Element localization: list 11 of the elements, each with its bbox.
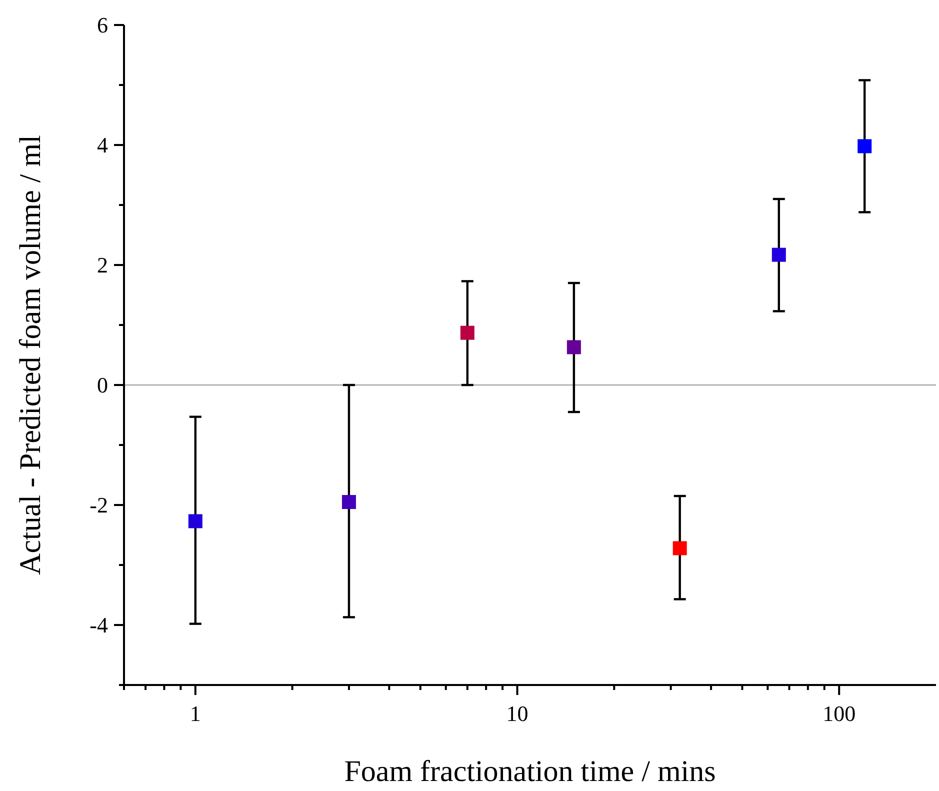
y-tick-label: 4	[97, 132, 108, 158]
x-tick-label: 100	[822, 701, 856, 726]
y-tick-label: 6	[97, 12, 108, 38]
y-tick-label: -4	[90, 612, 108, 638]
x-tick-label: 1	[190, 701, 201, 726]
y-tick-label: 0	[97, 372, 108, 398]
y-tick-label: -2	[90, 492, 108, 518]
y-tick-label: 2	[97, 252, 108, 278]
y-axis-title: Actual - Predicted foam volume / ml	[14, 135, 47, 575]
x-axis-title: Foam fractionation time / mins	[344, 755, 716, 788]
x-tick-label: 10	[506, 701, 528, 726]
